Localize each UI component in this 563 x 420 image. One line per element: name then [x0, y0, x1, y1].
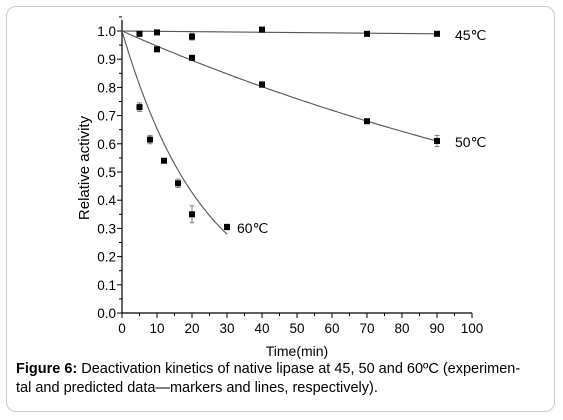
x-axis-label: Time(min): [266, 343, 328, 359]
x-tick-label: 10: [149, 321, 164, 336]
series-label-0: 45℃: [455, 27, 486, 43]
x-tick-label: 40: [254, 321, 269, 336]
y-tick-label: 0.7: [97, 109, 116, 124]
y-tick-label: 0.0: [97, 306, 116, 321]
x-tick-label: 70: [359, 321, 374, 336]
y-tick-label: 0.3: [97, 221, 116, 236]
deactivation-chart: 0 10 20 30 40 50 60 70 80 90 100 0.0 0.1 0.2 0.3 0.4 0.5…: [76, 16, 486, 359]
data-marker: [224, 223, 230, 230]
figure-caption: Figure 6: Deactivation kinetics of nativ…: [16, 360, 546, 398]
data-marker: [189, 211, 195, 218]
y-axis-label: Relative activity: [76, 115, 93, 220]
figure-frame: [6, 6, 555, 412]
data-marker: [154, 29, 160, 36]
series-label-1: 50℃: [455, 134, 486, 150]
chart-axes: 0 10 20 30 40 50 60 70 80 90 100 0.0 0.1 0.2 0.3 0.4 0.5…: [97, 16, 484, 336]
x-tick-label: 60: [324, 321, 339, 336]
y-tick-label: 1.0: [97, 24, 116, 39]
data-marker: [364, 30, 370, 37]
data-marker: [136, 104, 143, 111]
series-label-2: 60℃: [237, 220, 268, 236]
data-marker: [434, 137, 440, 144]
figure-label: Figure 6:: [16, 361, 78, 377]
caption-text-line1: Deactivation kinetics of native lipase a…: [81, 361, 521, 377]
data-marker: [189, 54, 195, 61]
y-tick-label: 0.4: [97, 193, 116, 208]
data-marker: [259, 26, 265, 33]
x-tick-label: 0: [118, 321, 126, 336]
data-marker: [136, 30, 143, 37]
y-tick-label: 0.9: [97, 52, 116, 67]
x-tick-label: 100: [461, 321, 484, 336]
data-marker: [259, 81, 265, 88]
caption-text-line2: tal and predicted data—markers and lines…: [16, 380, 378, 396]
series-labels: 45℃ 50℃ 60℃: [237, 27, 486, 236]
y-tick-label: 0.2: [97, 250, 116, 265]
fit-line-1: [121, 30, 438, 142]
data-marker: [147, 136, 153, 143]
x-tick-label: 80: [394, 321, 409, 336]
data-marker: [364, 118, 370, 125]
y-tick-label: 0.1: [97, 278, 116, 293]
y-tick-label: 0.6: [97, 137, 116, 152]
data-marker: [154, 46, 160, 53]
x-tick-label: 20: [184, 321, 199, 336]
data-marker: [175, 180, 181, 187]
fit-lines: [121, 30, 438, 235]
fit-line-0: [121, 30, 438, 35]
y-tick-label: 0.5: [97, 165, 116, 180]
fit-line-2: [121, 30, 228, 235]
y-tick-label: 0.8: [97, 80, 116, 95]
x-tick-label: 50: [289, 321, 304, 336]
data-marker: [189, 33, 195, 40]
data-markers: [136, 26, 440, 231]
data-marker: [161, 157, 167, 164]
data-marker: [434, 30, 440, 37]
x-tick-label: 90: [429, 321, 444, 336]
x-tick-label: 30: [219, 321, 234, 336]
